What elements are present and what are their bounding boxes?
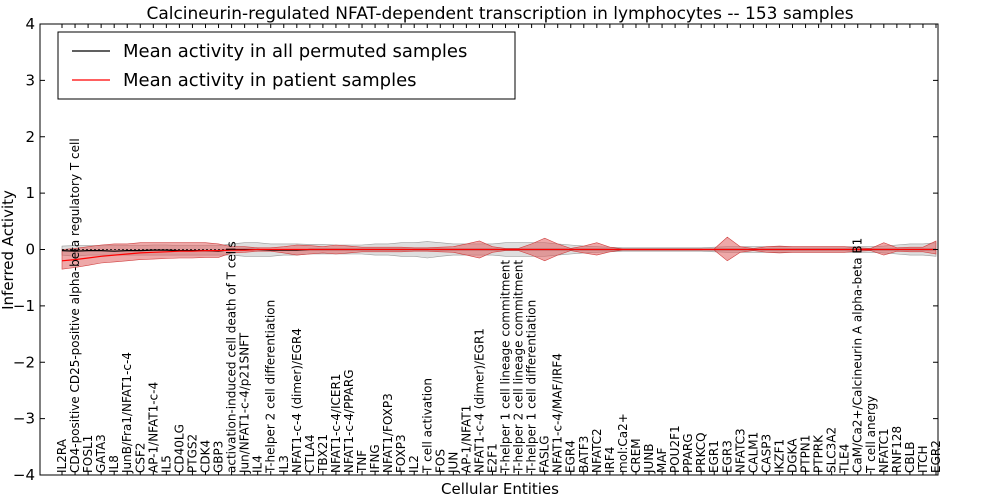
x-tick-label: BATF3 bbox=[577, 436, 591, 473]
x-tick-label: T-helper 2 cell differentiation bbox=[264, 300, 278, 474]
legend: Mean activity in all permuted samples Me… bbox=[57, 31, 516, 100]
y-tick-label: −2 bbox=[13, 353, 35, 371]
x-tick-label: POU2F1 bbox=[668, 425, 682, 473]
x-tick-label: ITCH bbox=[916, 445, 930, 473]
x-tick-label: EGR3 bbox=[720, 440, 734, 473]
x-tick-label: IRF4 bbox=[603, 447, 617, 473]
x-tick-label: NFAT1-c-4/MAF/IRF4 bbox=[551, 353, 565, 473]
x-tick-label: NFATC3 bbox=[733, 428, 747, 473]
x-tick-label: CSF2 bbox=[133, 442, 147, 473]
x-tick-label: NFAT1-c-4 (dimer)/EGR1 bbox=[472, 328, 486, 473]
x-tick-label: CDK4 bbox=[199, 440, 213, 473]
x-tick-label: NFAT1-c-4/PPARG bbox=[342, 369, 356, 473]
x-tick-label: CBLB bbox=[903, 441, 917, 473]
legend-label-permuted: Mean activity in all permuted samples bbox=[123, 41, 467, 62]
x-tick-label: PPARG bbox=[681, 433, 695, 473]
chart-title: Calcineurin-regulated NFAT-dependent tra… bbox=[146, 4, 853, 24]
x-tick-label: FOS bbox=[433, 449, 447, 473]
x-tick-label: EGR1 bbox=[707, 440, 721, 473]
y-tick-label: 0 bbox=[25, 241, 35, 259]
x-tick-label: T cell activation bbox=[420, 378, 434, 474]
x-tick-label: IL4 bbox=[251, 455, 265, 473]
x-tick-label: CREM bbox=[629, 438, 643, 473]
x-tick-label: GATA3 bbox=[94, 434, 108, 473]
x-axis-label: Cellular Entities bbox=[441, 480, 559, 498]
x-tick-label: PTPN1 bbox=[799, 435, 813, 473]
x-tick-label: JUN bbox=[446, 452, 460, 474]
x-tick-label: NFAT1-c-4 (dimer)/EGR4 bbox=[290, 328, 304, 473]
x-tick-label: CD4-positive CD25-positive alpha-beta re… bbox=[68, 138, 82, 473]
x-tick-label: FOSL1 bbox=[81, 435, 95, 473]
x-tick-label: T cell anergy bbox=[864, 396, 878, 474]
x-tick-label: T-helper 1 cell differentiation bbox=[525, 300, 539, 474]
x-tick-label: T-helper 1 cell lineage commitment bbox=[499, 260, 513, 474]
x-tick-label: CASP3 bbox=[759, 434, 773, 473]
x-tick-label: NFATC2 bbox=[590, 428, 604, 473]
x-tick-label: TNF bbox=[355, 450, 369, 474]
y-tick-label: 1 bbox=[25, 184, 35, 202]
x-tick-label: mol:Ca2+ bbox=[616, 413, 630, 473]
x-tick-label: AP-1/NFAT1 bbox=[459, 405, 473, 473]
x-tick-label: NFATC1 bbox=[877, 428, 891, 473]
x-tick-label: JUNB bbox=[642, 443, 656, 474]
x-tick-labels: IL2RA CD4-positive CD25-positive alpha-be… bbox=[55, 24, 943, 475]
x-tick-label: IL2 bbox=[407, 455, 421, 473]
x-tick-label: activation-induced cell death of T cells bbox=[225, 241, 239, 473]
x-tick-label: IL8 bbox=[107, 455, 121, 473]
y-tick-label: 2 bbox=[25, 128, 35, 146]
x-tick-label: NFAT1-c-4/ICER1 bbox=[329, 374, 343, 473]
x-tick-label: E2F1 bbox=[486, 443, 500, 473]
patient-confidence-band bbox=[61, 236, 937, 270]
x-tick-label: FASLG bbox=[538, 435, 552, 473]
x-tick-label: PTPRK bbox=[812, 434, 826, 473]
x-tick-label: Jun/NFAT1-c-4/p21SNFT bbox=[238, 332, 252, 474]
y-tick-label: 4 bbox=[25, 15, 35, 33]
x-tick-label: IKZF1 bbox=[773, 439, 787, 473]
y-tick-label: −1 bbox=[13, 297, 35, 315]
y-axis-label: Inferred Activity bbox=[0, 190, 17, 310]
y-tick-label: 3 bbox=[25, 71, 35, 89]
x-tick-label: MAF bbox=[655, 447, 669, 473]
x-tick-label: CaM/Ca2+/Calcineurin A alpha-beta B1 bbox=[851, 238, 865, 473]
x-tick-label: CD40LG bbox=[172, 424, 186, 473]
x-tick-label: RNF128 bbox=[890, 426, 904, 473]
x-tick-label: DGKA bbox=[786, 438, 800, 473]
x-tick-label: JunB/Fra1/NFAT1-c-4 bbox=[120, 352, 134, 474]
x-tick-label: IL3 bbox=[277, 455, 291, 473]
x-tick-label: NFAT1/FOXP3 bbox=[381, 393, 395, 473]
x-tick-label: CTLA4 bbox=[303, 434, 317, 473]
x-tick-label: AP-1/NFAT1-c-4 bbox=[146, 382, 160, 473]
x-tick-label: PTGS2 bbox=[185, 434, 199, 473]
x-tick-label: GBP3 bbox=[212, 441, 226, 473]
x-tick-label: IL5 bbox=[159, 455, 173, 473]
x-tick-label: TLE4 bbox=[838, 444, 852, 474]
y-axis-ticks: 4 3 2 1 0 −1 −2 −3 −4 bbox=[13, 15, 938, 484]
legend-box bbox=[57, 31, 516, 100]
x-tick-label: IFNG bbox=[368, 444, 382, 473]
x-tick-label: SLC3A2 bbox=[825, 427, 839, 473]
y-tick-label: −3 bbox=[13, 410, 35, 428]
legend-label-patient: Mean activity in patient samples bbox=[123, 70, 417, 91]
x-tick-label: T-helper 2 cell lineage commitment bbox=[512, 260, 526, 474]
x-tick-label: FOXP3 bbox=[394, 434, 408, 473]
x-tick-label: TBX21 bbox=[316, 434, 330, 474]
x-tick-label: CALM1 bbox=[746, 432, 760, 473]
patient-band-area bbox=[61, 236, 937, 270]
x-tick-label: EGR2 bbox=[929, 440, 943, 473]
series-line-patient bbox=[61, 248, 936, 262]
x-tick-label: PRKCQ bbox=[694, 432, 708, 473]
x-tick-label: IL2RA bbox=[55, 438, 69, 473]
series-lines bbox=[61, 248, 936, 262]
y-tick-label: −4 bbox=[13, 466, 35, 484]
x-tick-label: EGR4 bbox=[564, 440, 578, 473]
